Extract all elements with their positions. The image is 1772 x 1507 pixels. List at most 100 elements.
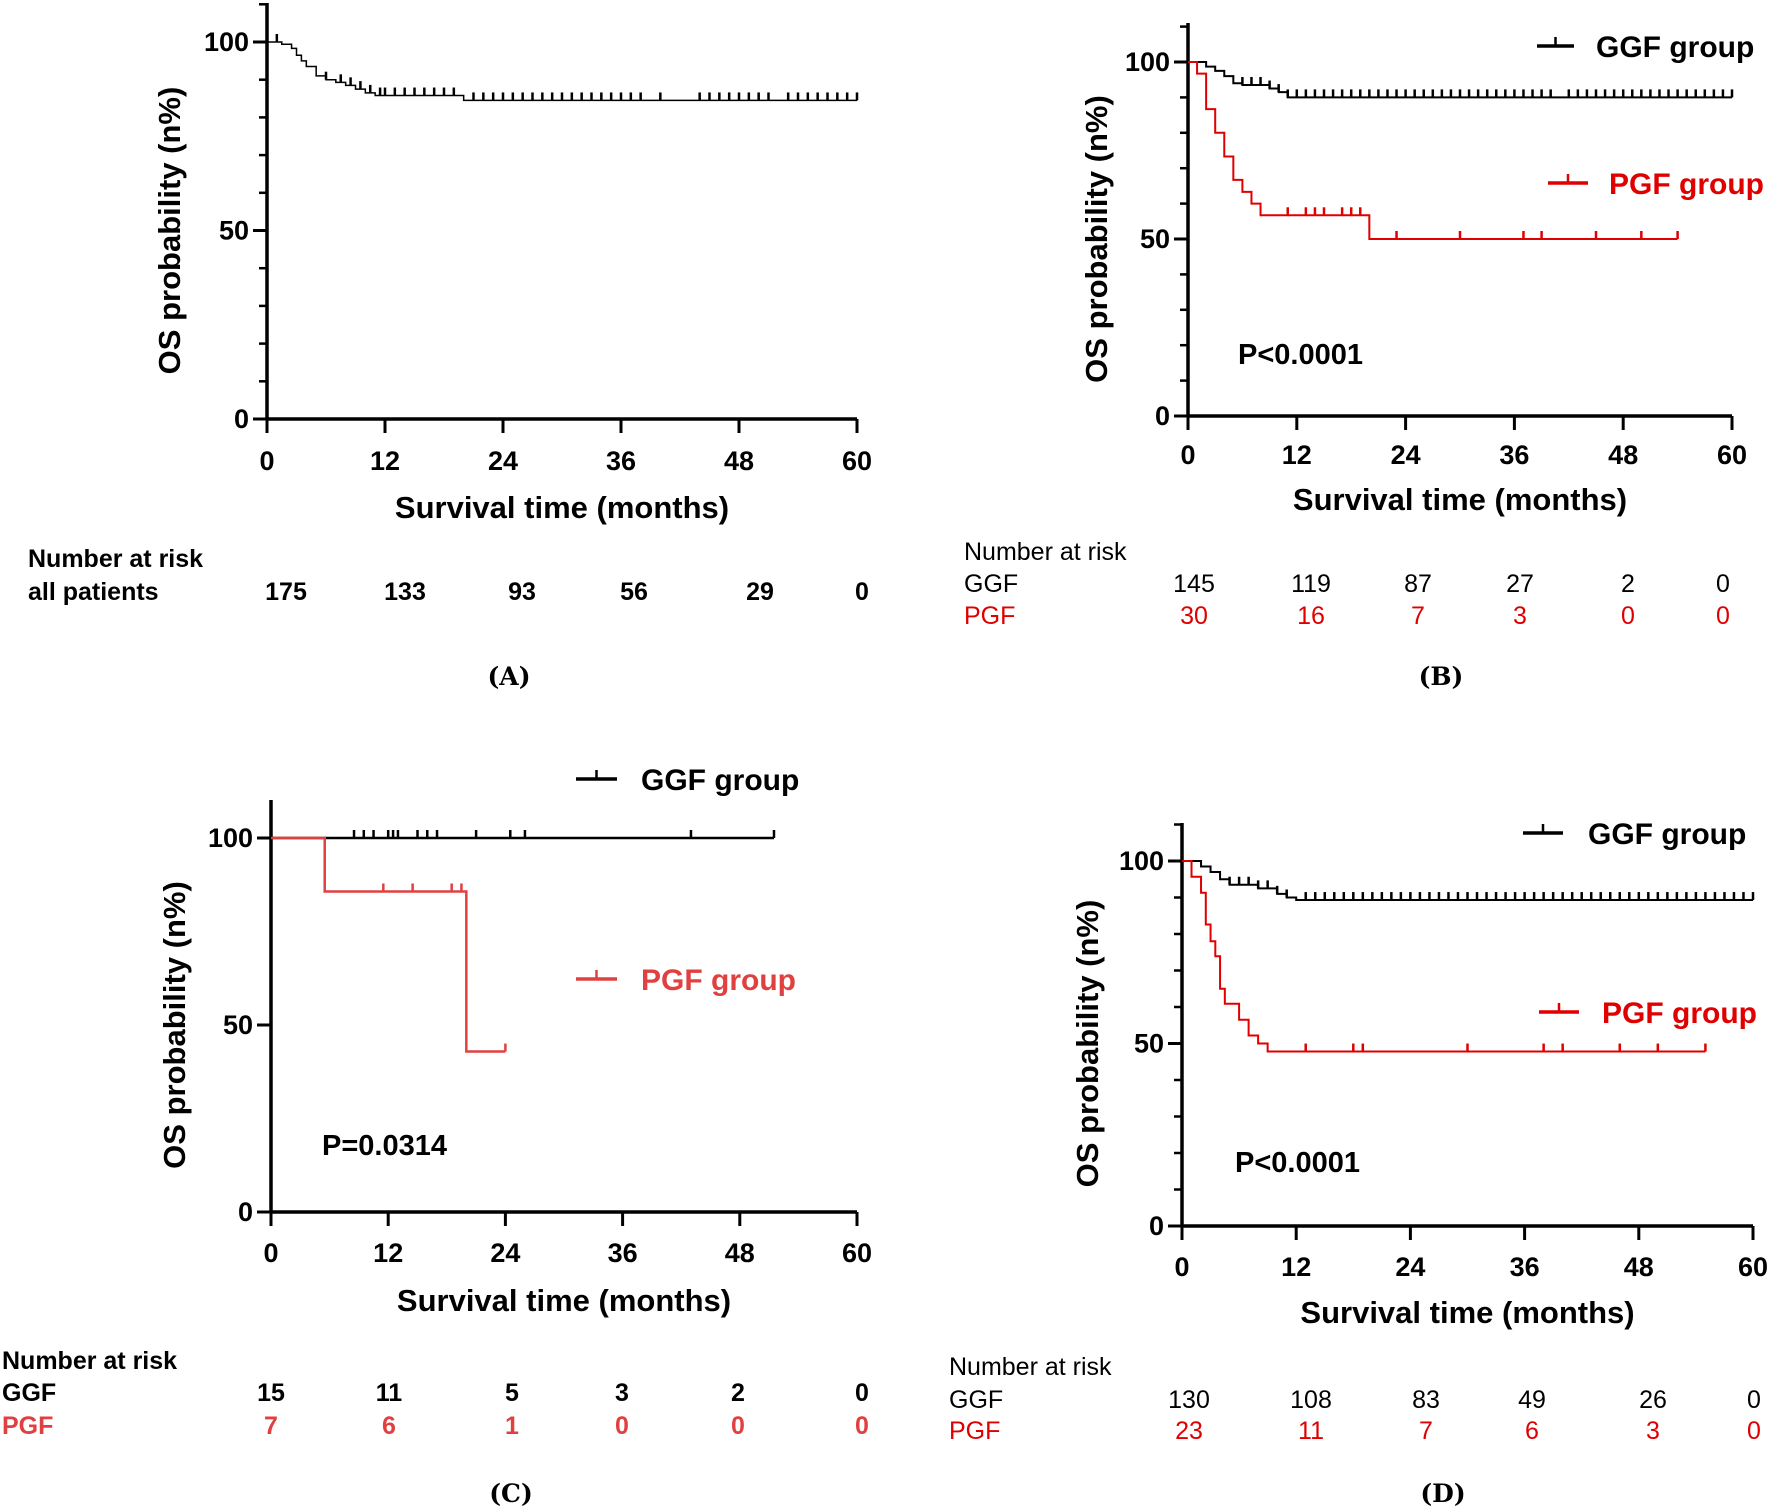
risk-value: 0 (1747, 1386, 1761, 1414)
y-tick-label: 0 (238, 1197, 253, 1227)
series-pgf-group (271, 836, 507, 1053)
x-axis-label: Survival time (months) (1300, 1295, 1634, 1330)
x-tick-label: 24 (1391, 440, 1421, 470)
x-tick-label: 60 (842, 1238, 872, 1268)
y-tick-label: 100 (1125, 47, 1170, 77)
legend-label: PGF group (1602, 997, 1757, 1030)
series-ggf-group (271, 830, 776, 840)
y-axis-label: OS probability (n%) (152, 87, 187, 375)
p-value: P=0.0314 (322, 1130, 447, 1162)
risk-value: 145 (1173, 570, 1215, 598)
x-tick-label: 48 (1608, 440, 1638, 470)
x-axis-label: Survival time (months) (395, 490, 729, 525)
risk-value: 16 (1297, 602, 1325, 630)
risk-value: 7 (1411, 602, 1425, 630)
risk-value: 11 (376, 1379, 403, 1407)
risk-value: 1 (505, 1412, 519, 1440)
legend-item: GGF group (576, 764, 799, 797)
risk-value: 175 (265, 578, 307, 606)
risk-value: 49 (1518, 1386, 1546, 1414)
risk-row-label: PGF (2, 1412, 53, 1440)
series-ggf-group (1188, 61, 1734, 99)
risk-table: Number at risk GGF 130 108 83 49 26 0 PGF 23 11 7 6 3… (949, 1353, 1761, 1445)
legend-item: GGF group (1523, 818, 1746, 851)
x-tick-label: 36 (1510, 1252, 1540, 1282)
risk-value: 0 (855, 578, 869, 606)
legend-label: GGF group (641, 764, 799, 797)
survival-curve (267, 41, 857, 102)
risk-row-label: all patients (28, 578, 159, 606)
y-tick-label: 0 (1149, 1211, 1164, 1241)
p-value: P<0.0001 (1238, 339, 1363, 371)
risk-value: 130 (1168, 1386, 1210, 1414)
x-tick-label: 24 (488, 446, 518, 476)
x-tick-label: 36 (608, 1238, 638, 1268)
y-tick-label: 50 (1140, 224, 1170, 254)
series-ggf-group (1182, 860, 1755, 902)
risk-table: Number at risk GGF 15 11 5 3 2 0 PGF 7 6 1 0 0 0 (2, 1347, 869, 1440)
series-all-patients (267, 34, 859, 102)
x-tick-label: 60 (1738, 1252, 1768, 1282)
risk-value: 93 (508, 578, 536, 606)
legend-item: PGF group (1539, 997, 1757, 1030)
legend-label: PGF group (641, 964, 796, 997)
y-axis-label: OS probability (n%) (1079, 95, 1114, 383)
risk-row-label: GGF (949, 1386, 1003, 1414)
risk-value: 6 (1525, 1417, 1539, 1445)
x-tick-label: 12 (1282, 440, 1312, 470)
y-axis-label: OS probability (n%) (157, 881, 192, 1169)
legend-label: PGF group (1609, 168, 1764, 201)
risk-value: 15 (257, 1379, 285, 1407)
risk-value: 119 (1291, 570, 1331, 598)
x-tick-label: 36 (606, 446, 636, 476)
panel-caption: (D) (1420, 1479, 1465, 1507)
risk-value: 7 (1419, 1417, 1433, 1445)
y-tick-label: 100 (204, 27, 249, 57)
risk-value: 108 (1290, 1386, 1332, 1414)
risk-value: 133 (384, 578, 426, 606)
legend-item: PGF group (1548, 168, 1764, 201)
panel-caption: (B) (1419, 662, 1464, 691)
y-tick-label: 100 (208, 823, 253, 853)
x-tick-label: 48 (724, 446, 754, 476)
survival-curve (1182, 860, 1706, 1053)
y-tick-label: 0 (234, 404, 249, 434)
risk-table-title: Number at risk (28, 545, 203, 573)
risk-value: 0 (1621, 602, 1635, 630)
y-axis-label: OS probability (n%) (1070, 900, 1105, 1188)
legend-label: GGF group (1596, 31, 1754, 64)
x-tick-label: 12 (1281, 1252, 1311, 1282)
legend-item: PGF group (576, 964, 796, 997)
x-tick-label: 24 (490, 1238, 520, 1268)
series-pgf-group (1188, 61, 1679, 240)
x-tick-label: 0 (1174, 1252, 1189, 1282)
risk-value: 0 (1747, 1417, 1761, 1445)
x-axis-label: Survival time (months) (397, 1283, 731, 1318)
p-value: P<0.0001 (1235, 1147, 1360, 1179)
survival-curve (1188, 61, 1732, 99)
risk-table-title: Number at risk (964, 538, 1127, 566)
risk-value: 2 (731, 1379, 745, 1407)
risk-table-title: Number at risk (2, 1347, 177, 1375)
y-tick-label: 50 (223, 1010, 253, 1040)
y-tick-label: 100 (1119, 846, 1164, 876)
survival-curve (1188, 61, 1678, 240)
risk-value: 23 (1175, 1417, 1203, 1445)
risk-value: 7 (264, 1412, 278, 1440)
panel-b: 0 50 100 0 12 24 36 48 60 Survival time (months) O… (964, 23, 1764, 691)
panel-caption: (C) (489, 1479, 533, 1507)
risk-value: 87 (1404, 570, 1432, 598)
y-tick-label: 50 (1134, 1029, 1164, 1059)
risk-row-label: GGF (964, 570, 1018, 598)
risk-value: 11 (1298, 1417, 1324, 1445)
risk-value: 3 (615, 1379, 629, 1407)
series-pgf-group (1182, 860, 1707, 1053)
risk-value: 26 (1639, 1386, 1667, 1414)
legend-label: GGF group (1588, 818, 1746, 851)
risk-value: 30 (1180, 602, 1208, 630)
risk-table: Number at risk all patients 175 133 93 56 29 0 (28, 545, 869, 606)
x-tick-label: 0 (1180, 440, 1195, 470)
panel-caption: (A) (487, 662, 530, 691)
survival-curve (1182, 860, 1753, 902)
